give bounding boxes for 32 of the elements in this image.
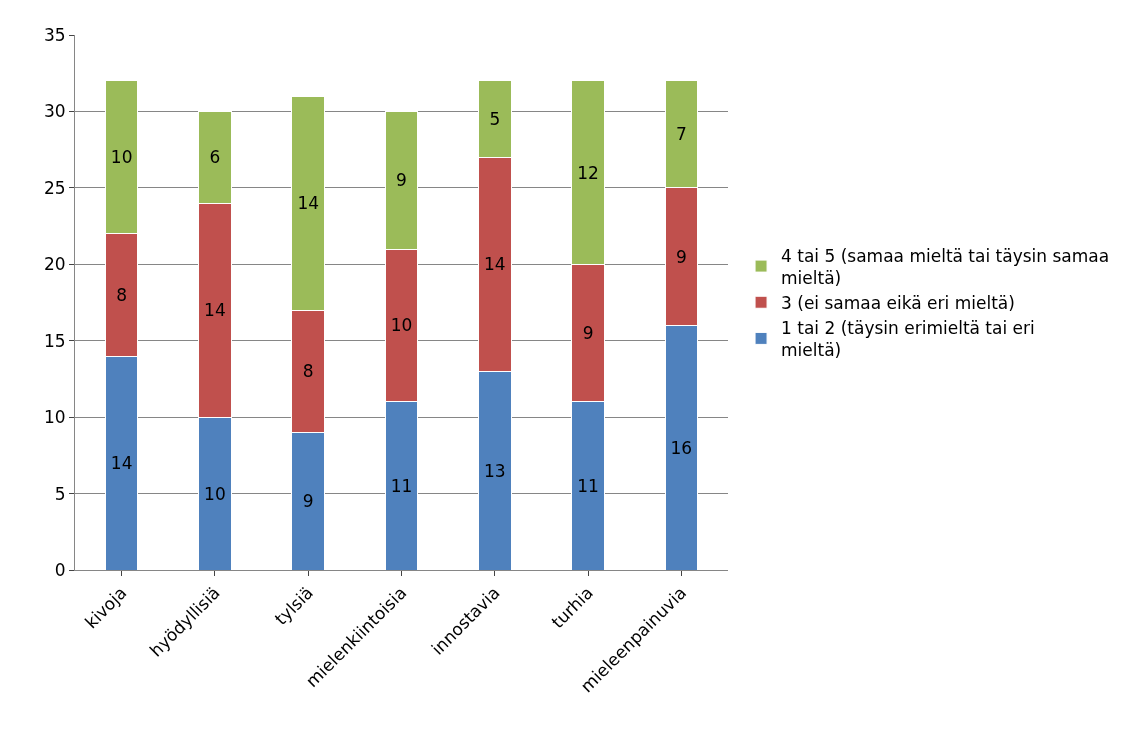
data-label: 14 [204,300,226,321]
y-tick-label: 30 [43,101,66,122]
data-label: 10 [204,483,226,504]
data-label: 12 [577,162,599,183]
data-label: 16 [670,437,693,458]
data-label: 11 [390,475,413,496]
data-label: 9 [396,170,407,191]
y-tick-label: 5 [54,483,66,504]
data-label: 11 [577,475,599,496]
data-label: 8 [302,361,314,382]
data-label: 14 [110,453,133,473]
data-label: 9 [675,246,687,267]
y-tick-label: 25 [43,177,66,198]
data-label: 13 [483,460,506,481]
data-label: 14 [483,254,506,275]
y-tick-label: 0 [54,559,66,580]
data-label: 9 [582,323,594,344]
y-tick-label: 20 [43,254,66,275]
data-label: 10 [110,147,133,168]
y-tick-label: 15 [43,330,66,351]
data-label: 9 [302,491,314,512]
y-tick-label: 35 [43,24,66,45]
data-label: 7 [675,124,687,145]
data-label: 14 [297,193,320,214]
data-label: 6 [209,147,221,168]
legend-label: 4 tai 5 (samaa mieltä tai täysin samaa mieltä) [781,245,1110,288]
y-tick-label: 10 [43,407,66,428]
legend-label: 3 (ei samaa eikä eri mieltä) [781,292,1015,313]
data-label: 8 [116,284,128,305]
data-label: 5 [489,109,501,130]
data-label: 10 [390,315,413,336]
legend-label: 1 tai 2 (täysin erimieltä tai eri mieltä) [781,317,1035,361]
